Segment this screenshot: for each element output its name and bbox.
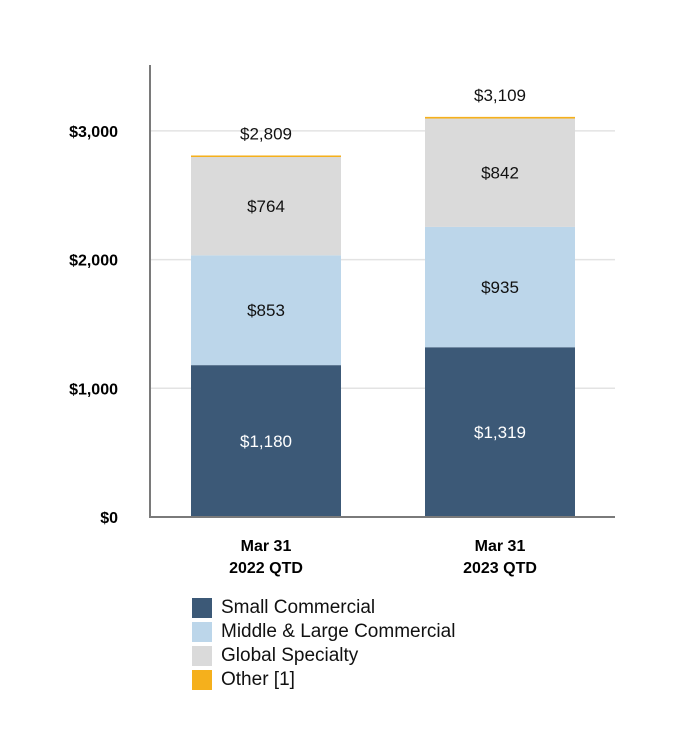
total-label: $3,109 <box>474 86 526 105</box>
x-tick-label: 2023 QTD <box>463 560 537 577</box>
legend-label: Small Commercial <box>221 597 376 618</box>
data-label: $1,319 <box>474 423 526 442</box>
bar-segment <box>425 118 575 227</box>
legend-item: Other [1] <box>192 668 455 692</box>
legend-item: Small Commercial <box>192 596 455 620</box>
data-label: $1,180 <box>240 432 292 451</box>
bar-segment <box>191 157 341 256</box>
y-tick-label: $3,000 <box>69 124 118 141</box>
bar-segment <box>425 347 575 517</box>
legend-label: Middle & Large Commercial <box>221 621 456 642</box>
legend-label: Global Specialty <box>221 645 359 666</box>
total-label: $2,809 <box>240 124 292 143</box>
y-tick-label: $2,000 <box>69 253 118 270</box>
bar-segment <box>425 226 575 348</box>
bar-chart: $0 $1,000 $2,000 $3,000 $1,180 $853 $764 $2,809… <box>69 65 615 577</box>
legend-swatch <box>192 598 212 618</box>
legend-swatch <box>192 646 212 666</box>
bar-segment <box>425 116 575 119</box>
data-label: $842 <box>481 164 519 183</box>
legend-swatch <box>192 670 212 690</box>
y-tick-label: $0 <box>100 510 118 527</box>
x-tick-label: Mar 31 <box>241 538 292 555</box>
legend: Small Commercial Middle & Large Commercia… <box>192 596 455 692</box>
legend-swatch <box>192 622 212 642</box>
data-label: $935 <box>481 278 519 297</box>
legend-item: Global Specialty <box>192 644 455 668</box>
x-tick-label: 2022 QTD <box>229 560 303 577</box>
data-label: $764 <box>247 197 285 216</box>
bar-segment <box>191 155 341 158</box>
bar-segment <box>191 365 341 517</box>
data-label: $853 <box>247 301 285 320</box>
bar-segment <box>191 255 341 366</box>
x-tick-label: Mar 31 <box>475 538 526 555</box>
legend-item: Middle & Large Commercial <box>192 620 455 644</box>
legend-label: Other [1] <box>221 669 295 690</box>
y-tick-label: $1,000 <box>69 381 118 398</box>
